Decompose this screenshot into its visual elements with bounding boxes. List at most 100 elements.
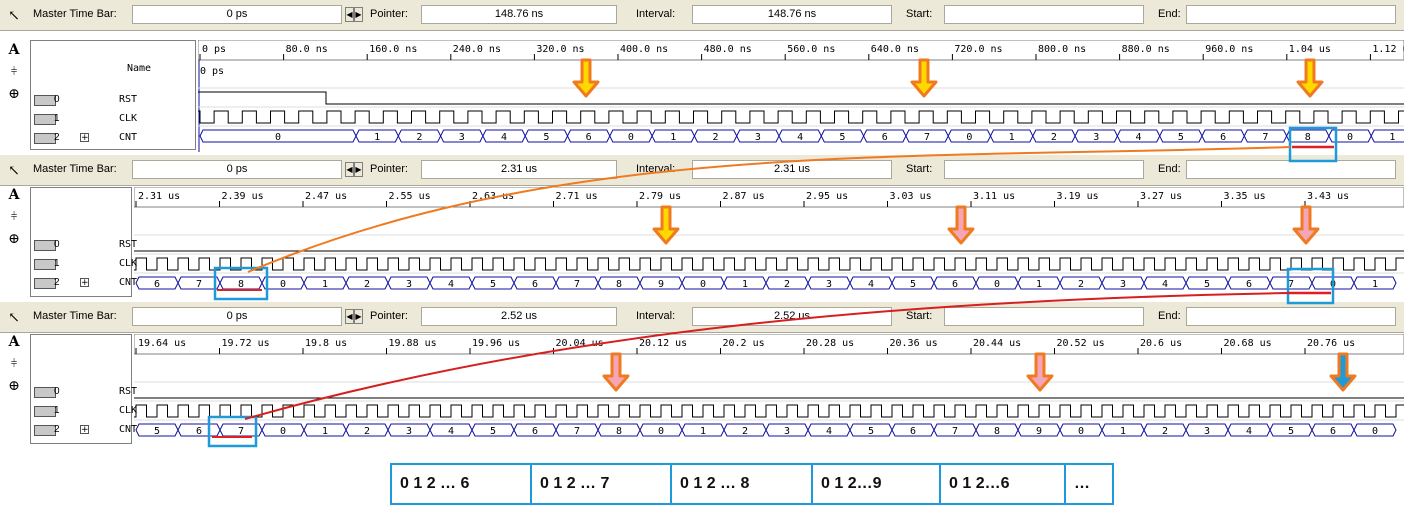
expand-bus-icon[interactable]: + [80,278,89,288]
cursor-time-label: 0 ps [200,66,224,77]
pointer-label: Pointer: [370,8,408,20]
master-time-bar-field[interactable]: 0 ps [132,160,342,179]
master-time-bar-label: Master Time Bar: [33,8,117,20]
cnt-value-label: 5 [490,426,496,437]
interval-field[interactable]: 148.76 ns [692,5,892,24]
signal-row-rst[interactable]: 0 RST [32,384,194,402]
cnt-value-label: 4 [797,132,803,143]
text-tool-icon[interactable]: A [8,334,20,350]
waveform-area[interactable]: 0 ps 80.0 ns 160.0 ns 240.0 ns 320.0 ns 400.0… [198,40,1404,152]
ruler-tick-label: 2.71 us [556,191,598,202]
cnt-value-label: 8 [994,426,1000,437]
cnt-value-label: 2 [1078,279,1084,290]
cnt-value-label: 0 [280,426,286,437]
ruler-tick-label: 560.0 ns [787,44,835,55]
select-arrow-icon[interactable]: ↖ [8,163,20,179]
master-time-bar-field[interactable]: 0 ps [132,307,342,326]
interval-field[interactable]: 2.31 us [692,160,892,179]
waveform-edit-icon[interactable]: ⫩ [10,357,18,370]
cnt-value-label: 0 [628,132,634,143]
cnt-value-label: 6 [532,426,538,437]
end-field[interactable] [1186,307,1396,326]
start-label: Start: [906,163,933,175]
ruler-tick-label: 800.0 ns [1038,44,1086,55]
text-tool-icon[interactable]: A [8,42,20,58]
ruler-tick-label: 240.0 ns [453,44,501,55]
pointer-field[interactable]: 2.52 us [421,307,617,326]
pointer-field[interactable]: 2.31 us [421,160,617,179]
legend-cell: 0 1 2…9 [813,465,941,503]
cnt-value-label: 0 [658,426,664,437]
signal-row-cnt[interactable]: 2 + CNT [32,275,194,293]
start-field[interactable] [944,5,1144,24]
ruler-tick-label: 480.0 ns [704,44,752,55]
ruler-tick-label: 20.12 us [639,338,687,349]
time-ruler [198,40,1404,61]
waveform-area[interactable]: 2.31 us 2.39 us 2.47 us 2.55 us 2.63 us 2.71 … [134,187,1404,299]
cnt-bus-segment [1353,276,1397,290]
signal-row-cnt[interactable]: 2 + CNT [32,422,194,440]
spin-right-button[interactable]: ▶ [354,162,363,177]
start-field[interactable] [944,160,1144,179]
pointer-label: Pointer: [370,310,408,322]
signal-index: 2 [54,277,60,288]
cnt-value-label: 8 [616,426,622,437]
zoom-icon[interactable]: ⊕ [8,231,20,247]
master-time-bar-label: Master Time Bar: [33,310,117,322]
end-field[interactable] [1186,160,1396,179]
zoom-icon[interactable]: ⊕ [8,378,20,394]
ruler-tick-label: 1.12 us [1372,44,1404,55]
waveform-edit-icon[interactable]: ⫩ [10,65,18,78]
ruler-tick-label: 20.76 us [1307,338,1355,349]
cnt-value-label: 7 [196,279,202,290]
cnt-value-label: 6 [1246,279,1252,290]
select-arrow-icon[interactable]: ↖ [8,8,20,24]
ruler-tick-label: 20.6 us [1140,338,1182,349]
ruler-tick-label: 2.87 us [723,191,765,202]
ruler-tick-label: 3.03 us [890,191,932,202]
waveform-area[interactable]: 19.64 us 19.72 us 19.8 us 19.88 us 19.96 us 2… [134,334,1404,446]
cnt-bus-segment [1353,423,1397,437]
spin-right-button[interactable]: ▶ [354,309,363,324]
signal-row-clk[interactable]: 1 CLK [32,111,194,129]
signal-row-rst[interactable]: 0 RST [32,92,194,110]
waveform-edit-icon[interactable]: ⫩ [10,210,18,223]
signal-row-cnt[interactable]: 2 + CNT [32,130,194,148]
cnt-value-label: 5 [1178,132,1184,143]
cnt-value-label: 1 [1372,279,1378,290]
spin-right-button[interactable]: ▶ [354,7,363,22]
cnt-value-label: 7 [574,426,580,437]
marker-arrow-icon [602,352,630,392]
pointer-field[interactable]: 148.76 ns [421,5,617,24]
end-field[interactable] [1186,5,1396,24]
interval-field[interactable]: 2.52 us [692,307,892,326]
cnt-value-label: 2 [713,132,719,143]
interval-label: Interval: [636,310,676,322]
spin-left-button[interactable]: ◀ [345,7,354,22]
ruler-tick-label: 2.31 us [138,191,180,202]
select-arrow-icon[interactable]: ↖ [8,310,20,326]
cnt-value-label: 2 [416,132,422,143]
signal-row-clk[interactable]: 1 CLK [32,256,194,274]
signal-row-rst[interactable]: 0 RST [32,237,194,255]
signal-index: 0 [54,386,60,397]
cnt-value-label: 5 [1204,279,1210,290]
zoom-icon[interactable]: ⊕ [8,86,20,102]
cnt-value-label: 8 [238,279,244,290]
ruler-tick-label: 20.44 us [973,338,1021,349]
start-field[interactable] [944,307,1144,326]
ruler-tick-label: 3.43 us [1307,191,1349,202]
cnt-value-label: 1 [1389,132,1395,143]
cnt-value-label: 3 [755,132,761,143]
expand-bus-icon[interactable]: + [80,425,89,435]
text-tool-icon[interactable]: A [8,187,20,203]
spin-left-button[interactable]: ◀ [345,162,354,177]
ruler-tick-label: 19.64 us [138,338,186,349]
expand-bus-icon[interactable]: + [80,133,89,143]
cnt-value-label: 3 [459,132,465,143]
signal-name: CNT [118,424,138,435]
master-time-bar-field[interactable]: 0 ps [132,5,342,24]
signal-row-clk[interactable]: 1 CLK [32,403,194,421]
spin-left-button[interactable]: ◀ [345,309,354,324]
ruler-tick-label: 20.28 us [806,338,854,349]
